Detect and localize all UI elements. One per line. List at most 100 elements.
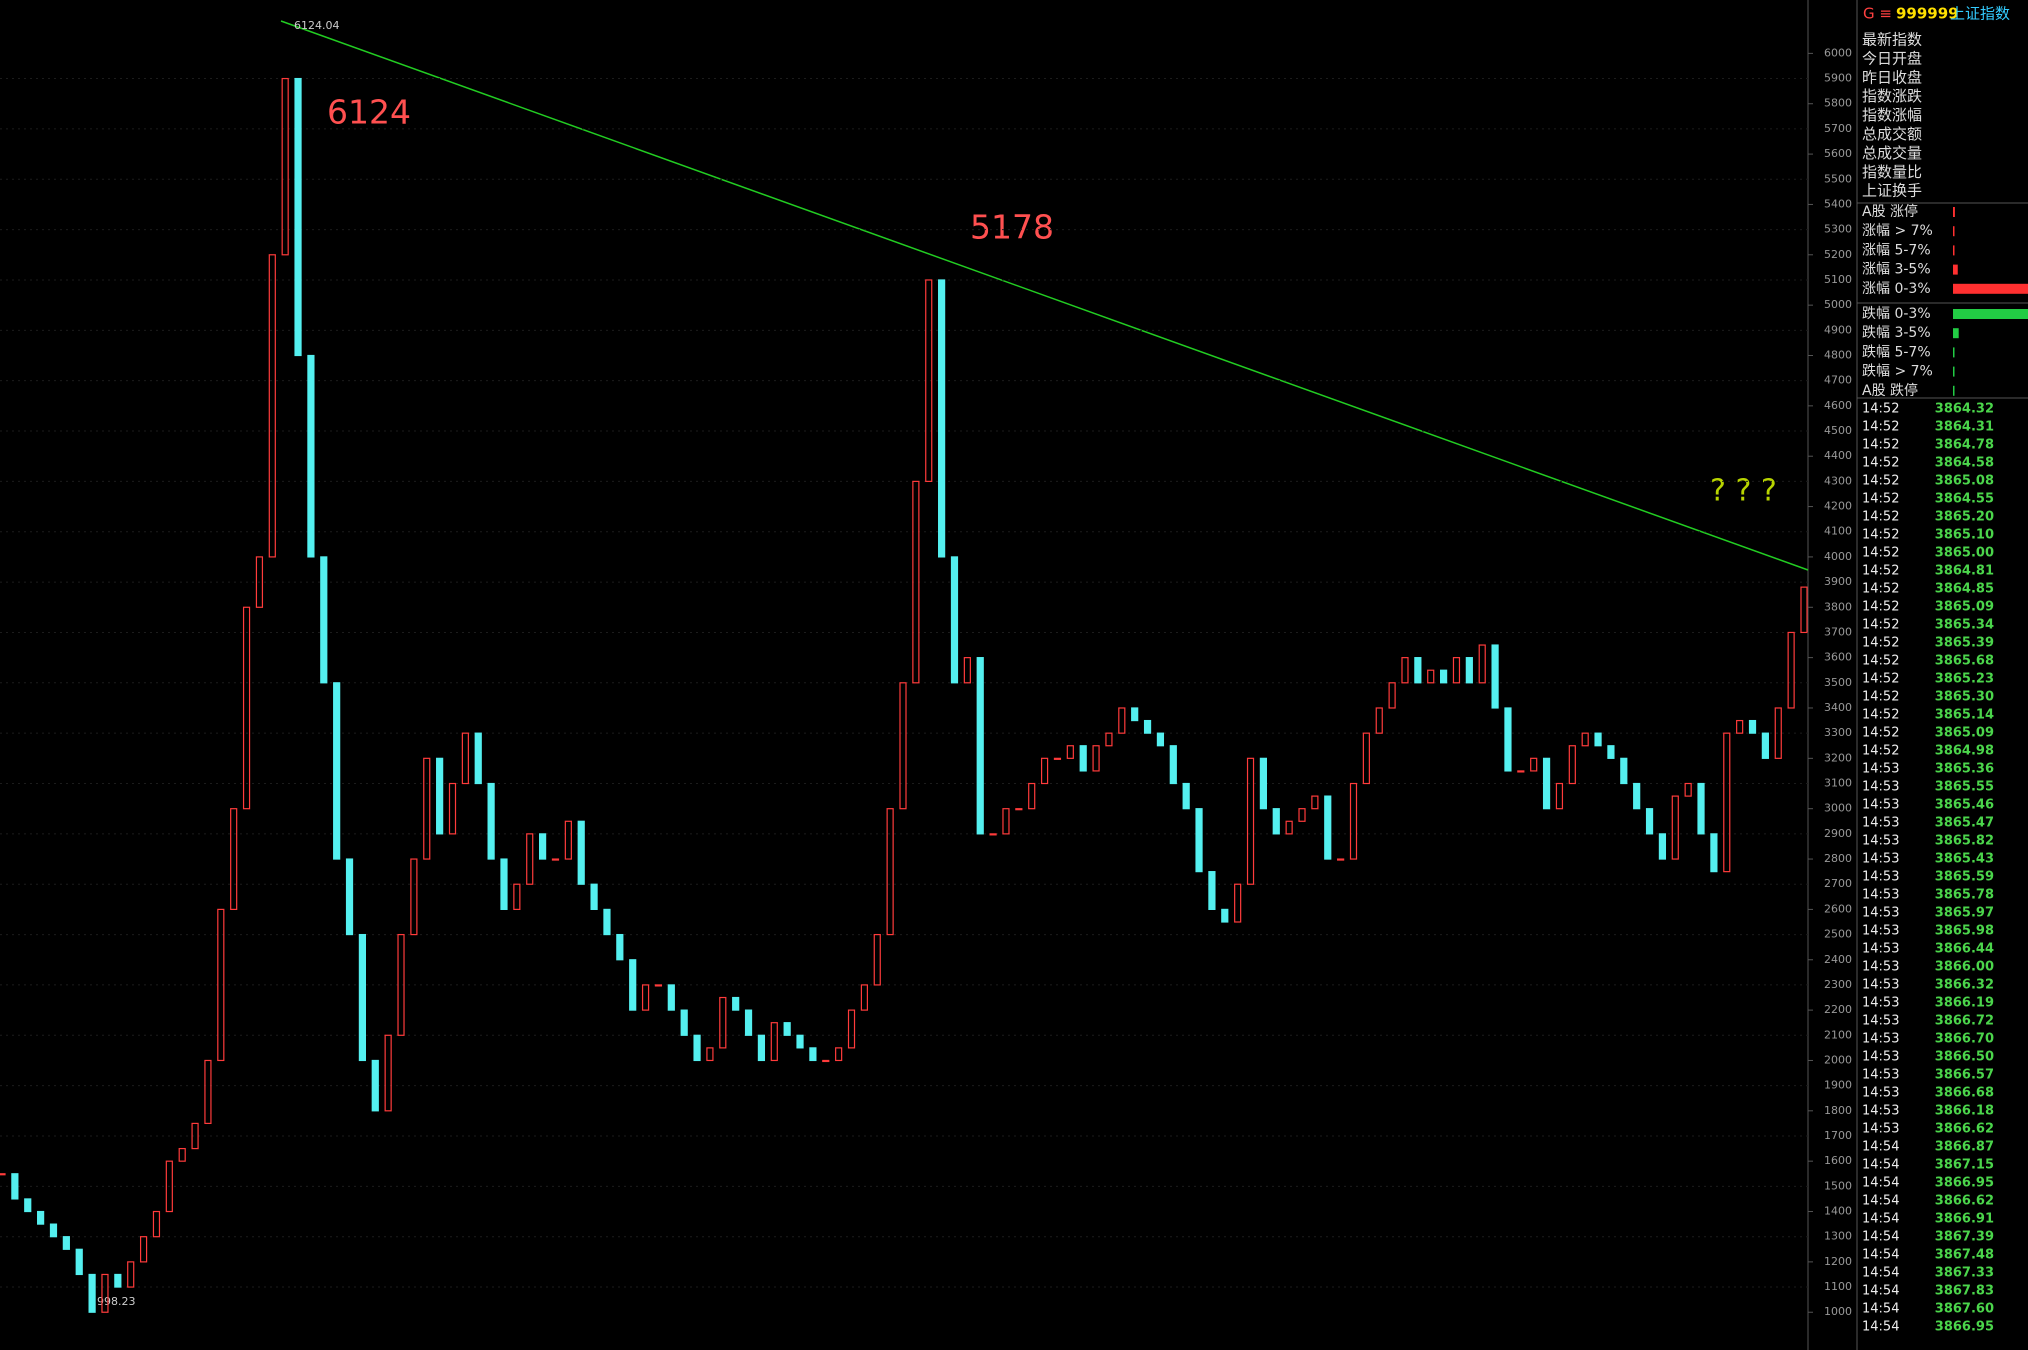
candle xyxy=(88,1273,96,1313)
candle xyxy=(1465,657,1473,684)
tick-time: 14:53 xyxy=(1862,1050,1899,1065)
tick-time: 14:52 xyxy=(1862,474,1899,489)
tick-price: 3865.09 xyxy=(1935,726,1994,741)
tick-time: 14:52 xyxy=(1862,744,1899,759)
tick-time: 14:54 xyxy=(1862,1212,1899,1227)
field-label: 昨日收盘 xyxy=(1862,68,1922,86)
candle xyxy=(835,1047,843,1062)
candle xyxy=(436,757,444,835)
tick-price: 3865.43 xyxy=(1935,852,1994,867)
y-tick-label: 3800 xyxy=(1824,600,1852,613)
candle xyxy=(474,732,482,785)
candle xyxy=(371,1059,379,1112)
candle xyxy=(680,1009,688,1036)
tick-time: 14:52 xyxy=(1862,456,1899,471)
field-label: 最新指数 xyxy=(1862,31,1922,49)
candle xyxy=(809,1047,817,1062)
breadth-bar xyxy=(1953,328,1959,339)
tick-time: 14:54 xyxy=(1862,1158,1899,1173)
tick-time: 14:54 xyxy=(1862,1266,1899,1281)
breadth-label: 涨幅 > 7% xyxy=(1862,223,1933,239)
tick-time: 14:52 xyxy=(1862,510,1899,525)
tick-time: 14:52 xyxy=(1862,438,1899,453)
breadth-bar xyxy=(1953,385,1955,396)
candle xyxy=(1337,858,1345,861)
candle xyxy=(397,933,405,1036)
breadth-bar xyxy=(1953,207,1955,217)
candle xyxy=(938,279,946,558)
tick-price: 3865.78 xyxy=(1935,888,1994,903)
candle xyxy=(1118,707,1126,734)
y-tick-label: 4400 xyxy=(1824,449,1852,462)
y-tick-label: 3700 xyxy=(1824,625,1852,638)
candle xyxy=(204,1059,212,1125)
tick-price: 3865.30 xyxy=(1935,690,1994,705)
breadth-bar xyxy=(1953,309,2028,319)
tick-time: 14:53 xyxy=(1862,906,1899,921)
tick-price: 3864.31 xyxy=(1935,420,1994,435)
y-tick-label: 3900 xyxy=(1824,575,1852,588)
tick-price: 3866.91 xyxy=(1935,1212,1994,1227)
candle xyxy=(191,1122,199,1150)
candle xyxy=(1723,732,1731,873)
breadth-label: A股 涨停 xyxy=(1862,203,1918,220)
candle xyxy=(1092,745,1100,772)
candle xyxy=(101,1273,109,1313)
candle xyxy=(1066,745,1074,759)
tick-price: 3864.98 xyxy=(1935,744,1994,759)
tick-price: 3867.33 xyxy=(1935,1266,1994,1281)
candle xyxy=(603,908,611,936)
tick-time: 14:54 xyxy=(1862,1176,1899,1191)
tick-price: 3864.58 xyxy=(1935,456,1994,471)
tick-time: 14:53 xyxy=(1862,816,1899,831)
candle xyxy=(1542,757,1551,810)
candle xyxy=(114,1273,122,1288)
tick-time: 14:54 xyxy=(1862,1320,1899,1335)
tick-price: 3865.98 xyxy=(1935,924,1994,939)
breadth-bar xyxy=(1953,226,1955,237)
y-tick-label: 3300 xyxy=(1824,726,1852,739)
tick-time: 14:54 xyxy=(1862,1248,1899,1263)
candle xyxy=(333,682,341,860)
tick-time: 14:52 xyxy=(1862,600,1899,615)
candle xyxy=(976,657,984,835)
tick-time: 14:54 xyxy=(1862,1302,1899,1317)
candle xyxy=(667,984,675,1011)
candle xyxy=(822,1059,830,1063)
field-label: 指数涨幅 xyxy=(1862,106,1922,124)
tick-price: 3865.10 xyxy=(1935,528,1994,543)
breadth-label: 跌幅 > 7% xyxy=(1862,364,1933,380)
candle xyxy=(796,1034,804,1049)
candle xyxy=(1131,707,1139,722)
candle xyxy=(268,254,276,558)
tick-price: 3866.68 xyxy=(1935,1086,1994,1101)
header-name: 上证指数 xyxy=(1950,5,2010,23)
candle xyxy=(963,657,971,684)
y-tick-label: 1200 xyxy=(1824,1255,1852,1268)
candle xyxy=(75,1248,83,1276)
candle xyxy=(1311,795,1319,810)
tick-price: 3865.34 xyxy=(1935,618,1994,633)
candle xyxy=(1645,808,1654,835)
candle xyxy=(1478,644,1486,684)
candle xyxy=(1028,782,1036,810)
y-tick-label: 2800 xyxy=(1824,852,1852,865)
tick-time: 14:52 xyxy=(1862,672,1899,687)
tick-price: 3866.72 xyxy=(1935,1014,1994,1029)
header-code: 999999 xyxy=(1896,5,1959,23)
candle xyxy=(1684,782,1692,797)
candle xyxy=(24,1198,32,1213)
tick-time: 14:53 xyxy=(1862,1068,1899,1083)
y-tick-label: 4000 xyxy=(1824,550,1852,563)
annotation: 6124 xyxy=(327,93,411,132)
candle xyxy=(1710,833,1718,873)
y-tick-label: 1700 xyxy=(1824,1129,1852,1142)
breadth-bar xyxy=(1953,264,1958,275)
tick-time: 14:52 xyxy=(1862,420,1899,435)
y-tick-label: 1400 xyxy=(1824,1205,1852,1218)
breadth-bar xyxy=(1953,245,1955,256)
tick-time: 14:53 xyxy=(1862,798,1899,813)
candle xyxy=(732,996,740,1011)
candle xyxy=(1324,795,1332,860)
candle xyxy=(11,1173,19,1200)
